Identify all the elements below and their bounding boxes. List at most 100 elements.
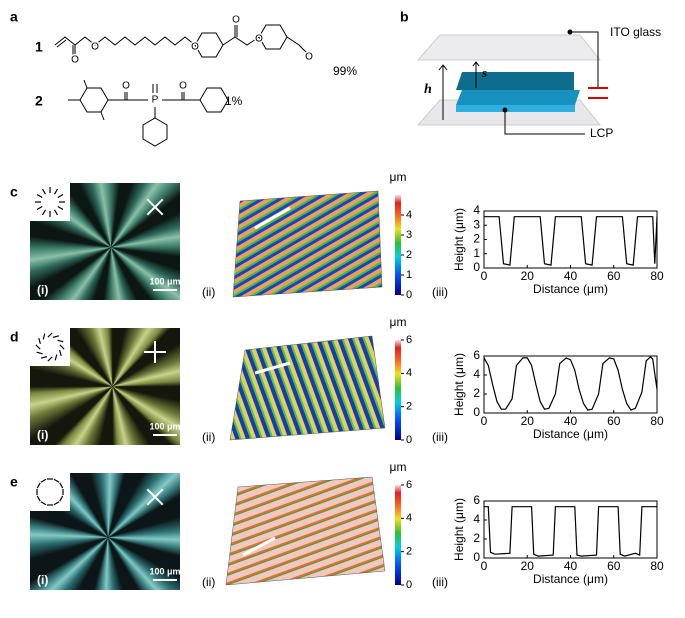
colorbar-tick-label: 4 <box>406 209 412 221</box>
atom-label: O <box>122 81 130 92</box>
polarizer-arrow <box>146 198 164 216</box>
spacing-label: s <box>481 65 487 80</box>
director <box>40 501 47 506</box>
profile-tag: (iii) <box>432 285 448 299</box>
surface-tag: (ii) <box>202 430 215 444</box>
y-tick-label: 2 <box>473 531 480 545</box>
scan-line <box>254 361 291 375</box>
colorbar-tick-label: 2 <box>406 546 412 558</box>
x-axis-label: Distance (μm) <box>533 427 608 441</box>
director <box>41 209 47 216</box>
panel-label: d <box>10 329 19 345</box>
director <box>57 205 64 211</box>
director <box>36 205 43 211</box>
atom-label: O <box>71 55 79 66</box>
y-tick-label: 4 <box>473 512 480 526</box>
y-axis-label: Height (μm) <box>452 353 466 416</box>
y-tick-label: 6 <box>473 493 480 507</box>
y-tick-label: 4 <box>473 203 480 217</box>
compound-number: 2 <box>35 93 43 109</box>
image-tag: (i) <box>37 428 48 442</box>
scale-bar-label: 100 μm <box>149 276 180 286</box>
compound-number: 1 <box>35 39 43 55</box>
scan-line <box>254 206 291 230</box>
x-tick-label: 0 <box>481 414 488 428</box>
colorbar-tick-label: 4 <box>406 512 412 524</box>
director <box>59 344 65 350</box>
director <box>52 335 60 338</box>
colorbar-tick-label: 2 <box>406 401 412 413</box>
image-tag: (i) <box>37 573 48 587</box>
colorbar-tick-label: 4 <box>406 367 412 379</box>
x-axis-label: Distance (μm) <box>533 572 608 586</box>
profile-tag: (iii) <box>432 430 448 444</box>
colorbar-tick-label: 0 <box>406 579 412 591</box>
y-tick-label: 0 <box>473 260 480 274</box>
compound-ratio: 99% <box>333 64 357 78</box>
cell-diagram <box>416 29 608 135</box>
x-tick-label: 60 <box>607 269 621 283</box>
colorbar <box>395 195 401 295</box>
scale-bar-label: 100 μm <box>149 566 180 576</box>
atom-label: O <box>255 34 263 45</box>
director <box>53 209 59 216</box>
atom-label: P <box>152 95 159 106</box>
image-tag: (i) <box>37 283 48 297</box>
colorbar-tick-label: 1 <box>406 269 412 281</box>
profile-tag: (iii) <box>432 575 448 589</box>
surface-tag: (ii) <box>202 285 215 299</box>
panel-label: e <box>10 474 18 490</box>
director <box>35 344 41 350</box>
panel-label: a <box>10 9 18 25</box>
y-tick-label: 2 <box>473 386 480 400</box>
director <box>59 349 62 357</box>
y-axis-label: Height (μm) <box>452 208 466 271</box>
x-tick-label: 60 <box>607 559 621 573</box>
surface-map <box>229 335 386 441</box>
panel-label: b <box>400 9 409 25</box>
film-label: LCP <box>590 126 613 140</box>
director <box>59 482 64 489</box>
director <box>57 339 64 343</box>
electrode-label: ITO glass <box>610 25 661 39</box>
x-tick-label: 0 <box>481 559 488 573</box>
y-tick-label: 3 <box>473 217 480 231</box>
x-tick-label: 40 <box>564 414 578 428</box>
y-tick-label: 0 <box>473 550 480 564</box>
y-tick-label: 0 <box>473 405 480 419</box>
y-axis-label: Height (μm) <box>452 498 466 561</box>
scale-bar-label: 100 μm <box>149 421 180 431</box>
scan-line <box>242 536 276 557</box>
y-tick-label: 2 <box>473 232 480 246</box>
atom-label: O <box>179 81 187 92</box>
colorbar <box>395 485 401 585</box>
x-tick-label: 60 <box>607 414 621 428</box>
colorbar-tick-label: 6 <box>406 334 412 346</box>
y-tick-label: 6 <box>473 348 480 362</box>
colorbar-tick-label: 2 <box>406 249 412 261</box>
compound-ratio: 1% <box>225 94 243 108</box>
colorbar-tick-label: 0 <box>406 434 412 446</box>
x-axis-label: Distance (μm) <box>533 282 608 296</box>
surface-map <box>225 476 386 586</box>
director <box>57 193 64 199</box>
director <box>53 501 60 506</box>
director <box>59 495 64 502</box>
x-tick-label: 20 <box>521 269 535 283</box>
colorbar-tick-label: 6 <box>406 479 412 491</box>
director <box>41 188 47 195</box>
director <box>36 495 41 502</box>
atom-label: O <box>91 42 99 53</box>
director <box>36 351 43 355</box>
profile-line <box>484 506 657 557</box>
profile-line <box>484 216 658 266</box>
x-tick-label: 20 <box>521 414 535 428</box>
director <box>36 482 41 489</box>
colorbar-tick-label: 0 <box>406 289 412 301</box>
atom-label: O <box>305 52 313 63</box>
director <box>42 333 46 340</box>
profile-line <box>483 356 658 411</box>
gap-label: h <box>424 82 432 97</box>
